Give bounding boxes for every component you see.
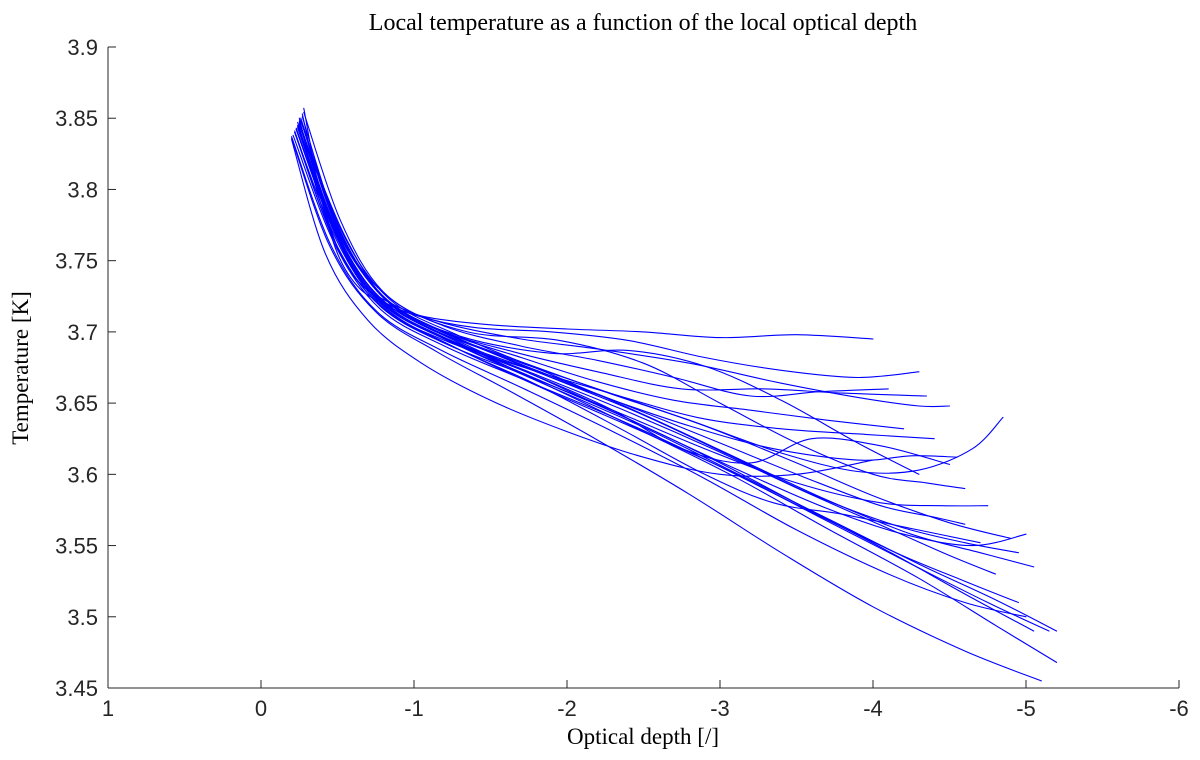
x-tick-label: 0	[255, 696, 267, 721]
series-line	[297, 124, 958, 461]
series-line	[300, 119, 1012, 539]
x-tick-label: -1	[404, 696, 424, 721]
series-line	[298, 123, 920, 475]
series-line	[297, 127, 1058, 632]
axes: 1 0 -1 -2 -3 -4 -5 -6 3.45 3.5 3.55 3.6 3.65 3.7 3.75 3…	[55, 35, 1189, 721]
series-line	[291, 139, 874, 477]
series-lines	[291, 107, 1058, 682]
series-line	[291, 136, 1027, 618]
series-line	[295, 129, 981, 544]
y-tick-label: 3.45	[55, 676, 98, 701]
series-line	[301, 116, 928, 397]
y-tick-label: 3.75	[55, 249, 98, 274]
chart-title: Local temperature as a function of the l…	[369, 10, 917, 36]
x-tick-label: -6	[1169, 696, 1189, 721]
y-tick-label: 3.9	[67, 35, 98, 60]
x-tick-label: -3	[710, 696, 730, 721]
series-line	[300, 120, 966, 525]
series-line	[300, 119, 1035, 568]
series-line	[298, 121, 1019, 554]
series-line	[298, 117, 951, 408]
y-tick-label: 3.65	[55, 391, 98, 416]
y-tick-label: 3.7	[67, 320, 98, 345]
y-axis-label: Temperature [K]	[8, 291, 33, 445]
x-tick-label: -5	[1016, 696, 1036, 721]
x-axis-label: Optical depth [/]	[567, 724, 719, 749]
series-line	[294, 131, 1050, 632]
series-line	[298, 120, 966, 490]
series-line	[301, 113, 920, 379]
series-line	[300, 117, 905, 430]
y-tick-label: 3.55	[55, 534, 98, 559]
series-line	[297, 126, 1027, 547]
y-tick-label: 3.85	[55, 106, 98, 131]
y-tick-label: 3.6	[67, 462, 98, 487]
x-tick-label: 1	[102, 696, 114, 721]
series-line	[297, 121, 1004, 474]
series-line	[303, 111, 889, 398]
y-tick-label: 3.8	[67, 177, 98, 202]
x-tick-label: -2	[557, 696, 577, 721]
y-tick-label: 3.5	[67, 605, 98, 630]
x-tick-label: -4	[863, 696, 883, 721]
series-line	[295, 129, 1035, 632]
